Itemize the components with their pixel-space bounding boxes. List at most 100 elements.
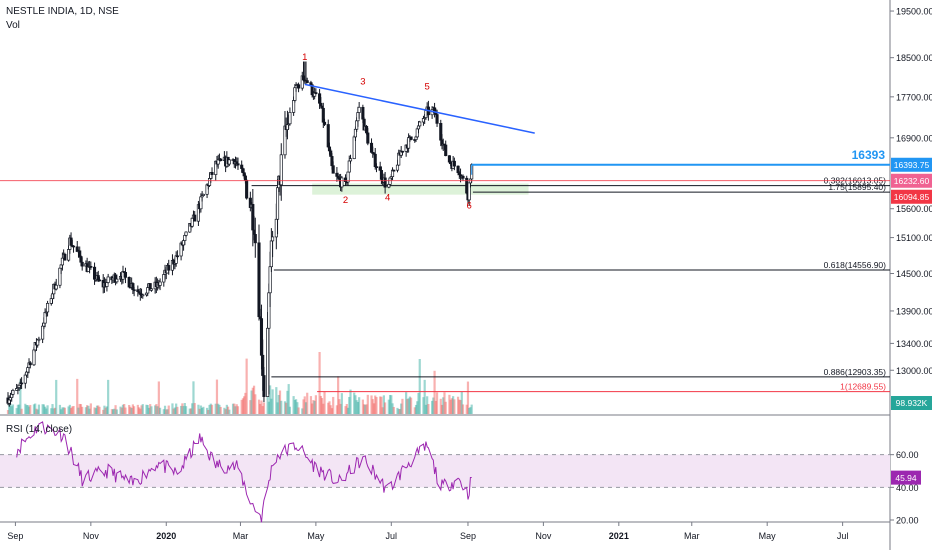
price-tick-label: 19500.00 xyxy=(896,7,932,17)
candle-body xyxy=(297,84,301,89)
rsi-tick-label: 40.00 xyxy=(896,483,919,493)
volume-bar xyxy=(121,404,125,414)
candles xyxy=(6,61,474,407)
volume-bar xyxy=(296,402,299,414)
volume-bar xyxy=(192,381,195,414)
volume-bar xyxy=(301,408,304,414)
time-tick-label: Mar xyxy=(233,531,249,541)
price-badge: 16094.85 xyxy=(891,189,932,204)
volume-bar xyxy=(67,406,70,414)
candle-body xyxy=(288,112,292,125)
candle-body xyxy=(89,266,93,268)
candle-body xyxy=(115,278,119,283)
volume-bar xyxy=(207,409,210,414)
time-tick-label: Sep xyxy=(7,531,23,541)
candle-body xyxy=(418,121,422,127)
support-zone xyxy=(312,183,529,195)
volume-bar xyxy=(69,408,73,414)
price-tick-label: 13400.00 xyxy=(896,339,932,349)
volume-bar xyxy=(86,405,89,414)
volume-bar xyxy=(150,406,153,414)
volume-bar xyxy=(339,403,342,414)
candle xyxy=(366,128,370,146)
volume-bar xyxy=(162,409,165,414)
volume-bar xyxy=(381,407,384,414)
candle xyxy=(253,217,257,258)
candle xyxy=(167,259,171,275)
volume-bar xyxy=(182,406,185,414)
volume-bar xyxy=(345,404,348,414)
volume-bar xyxy=(349,389,352,414)
volume-bar xyxy=(417,392,420,414)
descending-trendline xyxy=(304,83,535,134)
volume-bar xyxy=(297,407,300,414)
rsi-line xyxy=(16,421,472,523)
volume-bar xyxy=(338,399,341,414)
volume-badge-bg xyxy=(891,396,932,410)
volume-bar xyxy=(114,405,117,414)
volume-bar xyxy=(245,358,248,414)
candle xyxy=(279,143,283,201)
volume-bar xyxy=(408,396,411,414)
volume-bar xyxy=(397,409,400,414)
candle xyxy=(71,245,76,253)
volume-bar xyxy=(146,405,149,414)
candle-body xyxy=(127,276,131,288)
candle-body xyxy=(444,144,448,157)
volume-bar xyxy=(119,406,122,414)
volume-bar xyxy=(236,406,240,414)
wave-label: 1 xyxy=(302,52,307,63)
volume-bar xyxy=(387,399,390,414)
volume-bar xyxy=(348,396,351,414)
candle-body xyxy=(80,261,84,267)
candle-body xyxy=(253,234,257,244)
time-tick-label: Jul xyxy=(837,531,849,541)
candle xyxy=(20,377,24,389)
candle xyxy=(236,157,240,170)
rsi-tick-label: 20.00 xyxy=(896,516,919,526)
candle xyxy=(210,167,214,179)
volume-bar xyxy=(287,384,290,414)
volume-bar xyxy=(95,405,99,414)
volume-bar xyxy=(9,403,12,414)
fibonacci-levels: 0.382(16013.05)1.75(15895.40)0.618(14556… xyxy=(251,176,890,393)
fib-label: 1.75(15895.40) xyxy=(828,182,886,192)
volume-bar xyxy=(249,400,252,414)
volume-bar xyxy=(225,404,228,414)
wave-label: 6 xyxy=(467,201,472,212)
volume-bar xyxy=(433,370,436,414)
price-badge-label: 16393.75 xyxy=(894,160,930,170)
candle-body xyxy=(71,245,76,248)
volume-bar xyxy=(60,409,63,414)
price-badge-label: 16232.60 xyxy=(894,176,930,186)
volume-bar xyxy=(283,401,287,414)
volume-bar xyxy=(147,407,151,414)
candle-body xyxy=(236,163,240,166)
candle-body xyxy=(400,150,404,153)
volume-bar xyxy=(32,404,36,414)
volume-bar xyxy=(234,406,237,414)
candle-body xyxy=(63,253,67,261)
time-axis: Sep Nov 2020 Mar May Jul Sep Nov 2021 Mar May Jul xyxy=(7,522,848,541)
volume-bar xyxy=(252,385,256,414)
volume-bar xyxy=(390,395,393,414)
volume-bar xyxy=(320,398,324,414)
wave-label: 5 xyxy=(425,81,430,92)
time-tick-label: Sep xyxy=(460,531,476,541)
volume-bar xyxy=(266,386,269,414)
volume-bar xyxy=(8,404,11,414)
volume-bar xyxy=(319,395,322,414)
volume-bar xyxy=(202,406,205,414)
volume-bar xyxy=(443,392,446,414)
price-badge: 16232.60 xyxy=(891,173,932,188)
volume-bar xyxy=(380,396,383,414)
fib-label: 1(12689.55) xyxy=(840,382,886,392)
candle xyxy=(54,278,58,291)
volume-bar xyxy=(81,406,84,414)
candle-body xyxy=(28,362,32,366)
volume-bar xyxy=(105,406,109,414)
candle-body xyxy=(141,294,145,297)
volume-bar xyxy=(330,408,334,414)
